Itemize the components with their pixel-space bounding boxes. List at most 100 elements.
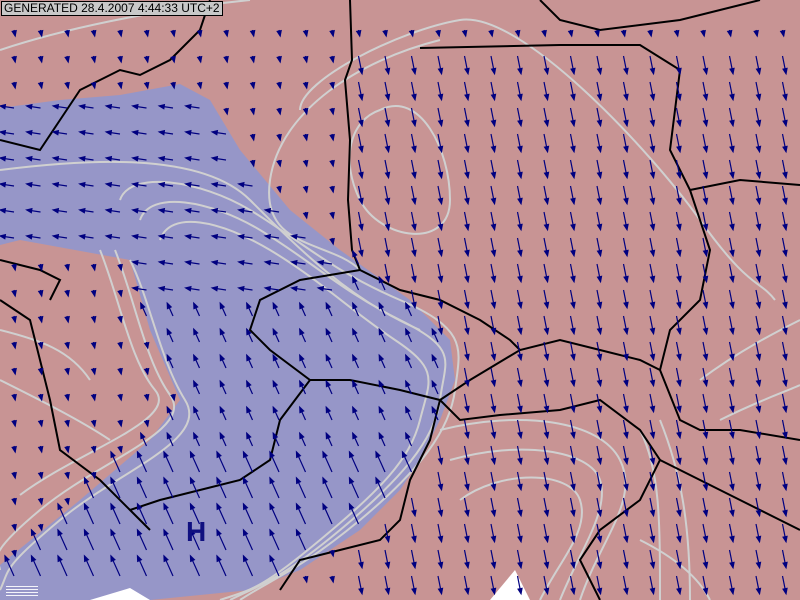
wind-arrow-head (437, 561, 444, 570)
wind-arrow-head (702, 223, 709, 232)
wind-arrow-head (676, 249, 682, 258)
wind-arrow-head (411, 561, 417, 570)
wind-arrow-head (570, 431, 576, 440)
wind-arrow-head (166, 327, 173, 336)
wind-arrow-head (384, 587, 391, 596)
wind-arrow-head (4, 554, 10, 563)
wind-arrow-head (649, 405, 656, 414)
wind-arrow-head (755, 301, 762, 310)
wind-arrow-head (490, 145, 497, 154)
wind-arrow-head (517, 301, 523, 310)
wind-arrow-head (290, 285, 298, 292)
wind-arrow-head (782, 587, 788, 596)
wind-arrow-head (237, 233, 245, 240)
wind-arrow-head (623, 561, 629, 570)
wind-arrow-head (263, 233, 272, 240)
wind-arrow-head (170, 81, 176, 90)
wind-arrow-head (384, 171, 391, 180)
wind-arrow-head (596, 275, 603, 284)
wind-arrow-head (210, 233, 219, 240)
wind-arrow-head (517, 197, 523, 206)
wind-arrow-head (263, 259, 272, 266)
wind-arrow-head (57, 554, 63, 563)
wind-arrow-head (676, 431, 682, 440)
wind-arrow-head (676, 145, 682, 154)
wind-arrow-head (163, 502, 169, 511)
wind-arrow-head (649, 509, 656, 518)
wind-arrow-head (358, 119, 364, 128)
wind-arrow-head (302, 81, 309, 90)
wind-arrow-head (676, 405, 682, 414)
wind-arrow-head (623, 405, 629, 414)
wind-arrow-head (411, 535, 417, 544)
wind-arrow-head (37, 393, 44, 402)
wind-arrow-head (299, 353, 305, 362)
wind-arrow-head (623, 171, 629, 180)
wind-arrow-head (517, 561, 523, 570)
wind-arrow-head (782, 145, 788, 154)
wind-arrow-head (216, 528, 222, 537)
wind-arrow-head (570, 483, 576, 492)
wind-arrow-head (219, 327, 226, 336)
wind-arrow-head (157, 207, 166, 214)
wind-arrow-head (782, 249, 788, 258)
wind-arrow-head (378, 327, 385, 336)
wind-arrow-head (649, 301, 656, 310)
wind-arrow-head (11, 367, 17, 376)
wind-arrow-head (11, 497, 17, 506)
wind-arrow-head (131, 207, 139, 214)
wind-arrow-head (249, 81, 256, 90)
wind-arrow-head (329, 133, 335, 142)
wind-arrow-head (517, 405, 523, 414)
wind-arrow-head (64, 393, 70, 402)
wind-arrow-head (358, 197, 364, 206)
wind-arrow-head (596, 119, 603, 128)
wind-arrow-head (143, 29, 150, 38)
wind-arrow-head (143, 341, 150, 350)
isobar-line (299, 18, 776, 301)
wind-arrow-head (649, 67, 656, 76)
wind-arrow-head (755, 379, 762, 388)
wind-arrow-head (726, 29, 733, 38)
wind-arrow-head (408, 29, 415, 38)
wind-arrow-head (110, 554, 116, 563)
wind-arrow-head (242, 476, 249, 485)
wind-arrow-head (405, 327, 411, 336)
wind-arrow-head (110, 528, 116, 537)
wind-arrow-head (570, 119, 576, 128)
wind-arrow-head (405, 379, 411, 388)
wind-arrow-head (570, 67, 576, 76)
wind-arrow-head (676, 379, 682, 388)
wind-arrow-head (596, 509, 603, 518)
wind-arrow-head (276, 55, 282, 64)
wind-arrow-head (543, 431, 550, 440)
wind-arrow-head (131, 259, 139, 266)
wind-arrow-head (782, 197, 788, 206)
wind-arrow-head (596, 67, 603, 76)
wind-arrow-head (464, 223, 470, 232)
wind-arrow-head (464, 535, 470, 544)
wind-arrow-head (184, 259, 192, 266)
wind-arrow-head (729, 587, 735, 596)
wind-arrow-head (437, 275, 444, 284)
wind-arrow-head (702, 431, 709, 440)
wind-arrow-head (755, 67, 762, 76)
wind-arrow-head (570, 405, 576, 414)
wind-arrow-head (64, 341, 70, 350)
wind-arrow-head (702, 509, 709, 518)
wind-arrow-head (782, 171, 788, 180)
wind-arrow-head (437, 535, 444, 544)
wind-arrow-head (64, 497, 70, 506)
wind-arrow-head (543, 275, 550, 284)
wind-arrow-head (163, 450, 169, 459)
wind-arrow-head (11, 289, 17, 298)
wind-arrow-head (90, 81, 97, 90)
wind-arrow-head (140, 431, 146, 440)
wind-arrow-head (729, 171, 735, 180)
wind-arrow-head (490, 223, 497, 232)
wind-arrow-head (51, 207, 60, 214)
wind-arrow-head (378, 275, 385, 284)
wind-arrow-head (729, 457, 735, 466)
wind-arrow-head (117, 81, 123, 90)
